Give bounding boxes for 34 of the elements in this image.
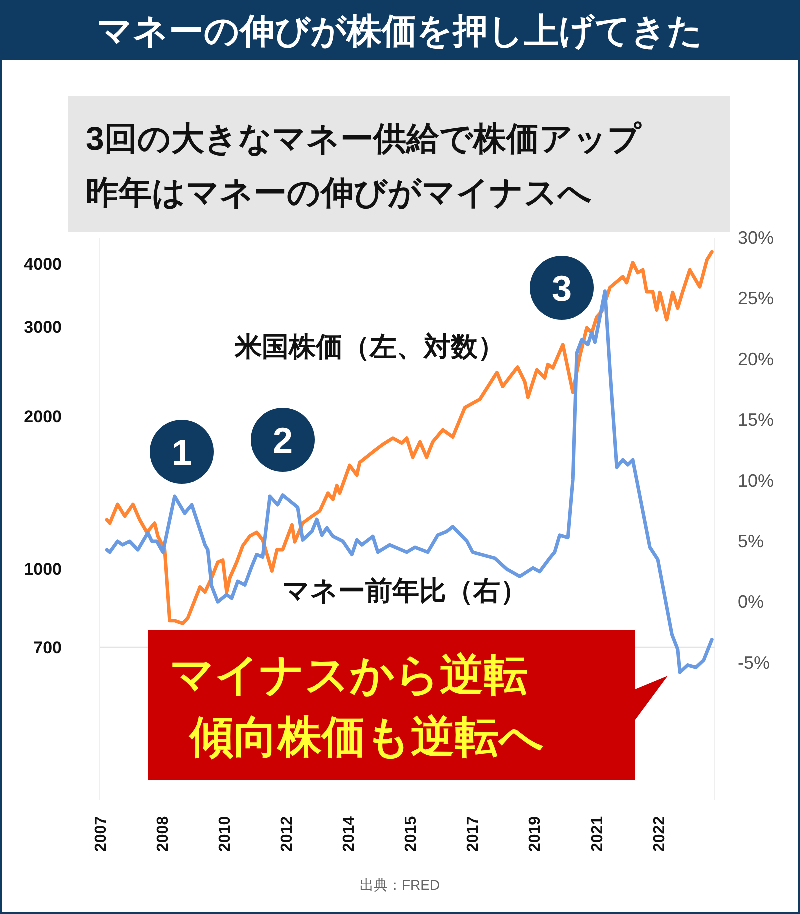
annotation: 2 <box>272 420 294 461</box>
y2-tick-label: 30% <box>738 228 774 248</box>
x-tick-label: 2019 <box>527 816 544 852</box>
y2-tick-label: 20% <box>738 349 774 370</box>
annotation: 傾向株価も逆転へ <box>188 713 544 762</box>
y-tick-label: 4000 <box>24 254 62 274</box>
x-tick-label: 2015 <box>403 816 420 852</box>
series-label: マネー前年比（右） <box>282 576 528 606</box>
y2-tick-label: -5% <box>738 652 770 673</box>
x-tick-label: 2008 <box>155 816 172 852</box>
y-tick-label: 1000 <box>24 560 62 579</box>
chart-subtitle: 3回の大きなマネー供給で株価アップ昨年はマネーの伸びがマイナスへ <box>86 120 642 211</box>
y-tick-label: 700 <box>34 638 62 658</box>
x-tick-label: 2012 <box>279 816 296 852</box>
x-tick-label: 2007 <box>93 816 110 852</box>
y2-tick-label: 10% <box>738 470 774 491</box>
x-tick-label: 2014 <box>341 816 358 852</box>
annotation: 3 <box>552 268 572 309</box>
series-label: 米国株価（左、対数） <box>234 332 505 362</box>
y-tick-label: 2000 <box>24 407 62 426</box>
y2-tick-label: 0% <box>738 592 764 612</box>
y2-tick-label: 5% <box>738 531 764 552</box>
x-tick-label: 2022 <box>651 816 668 852</box>
y2-tick-label: 25% <box>738 288 774 309</box>
x-tick-label: 2021 <box>589 816 606 852</box>
x-tick-label: 2017 <box>465 816 482 852</box>
annotation: 1 <box>172 432 192 473</box>
x-tick-label: 2010 <box>217 816 234 852</box>
y-tick-label: 3000 <box>24 318 62 338</box>
chart-title: マネーの伸びが株価を押し上げてきた <box>97 12 703 51</box>
y2-tick-label: 15% <box>738 410 774 430</box>
line-series <box>105 250 714 626</box>
annotation: マイナスから逆転 <box>170 651 528 700</box>
source-note: 出典：FRED <box>360 877 440 893</box>
